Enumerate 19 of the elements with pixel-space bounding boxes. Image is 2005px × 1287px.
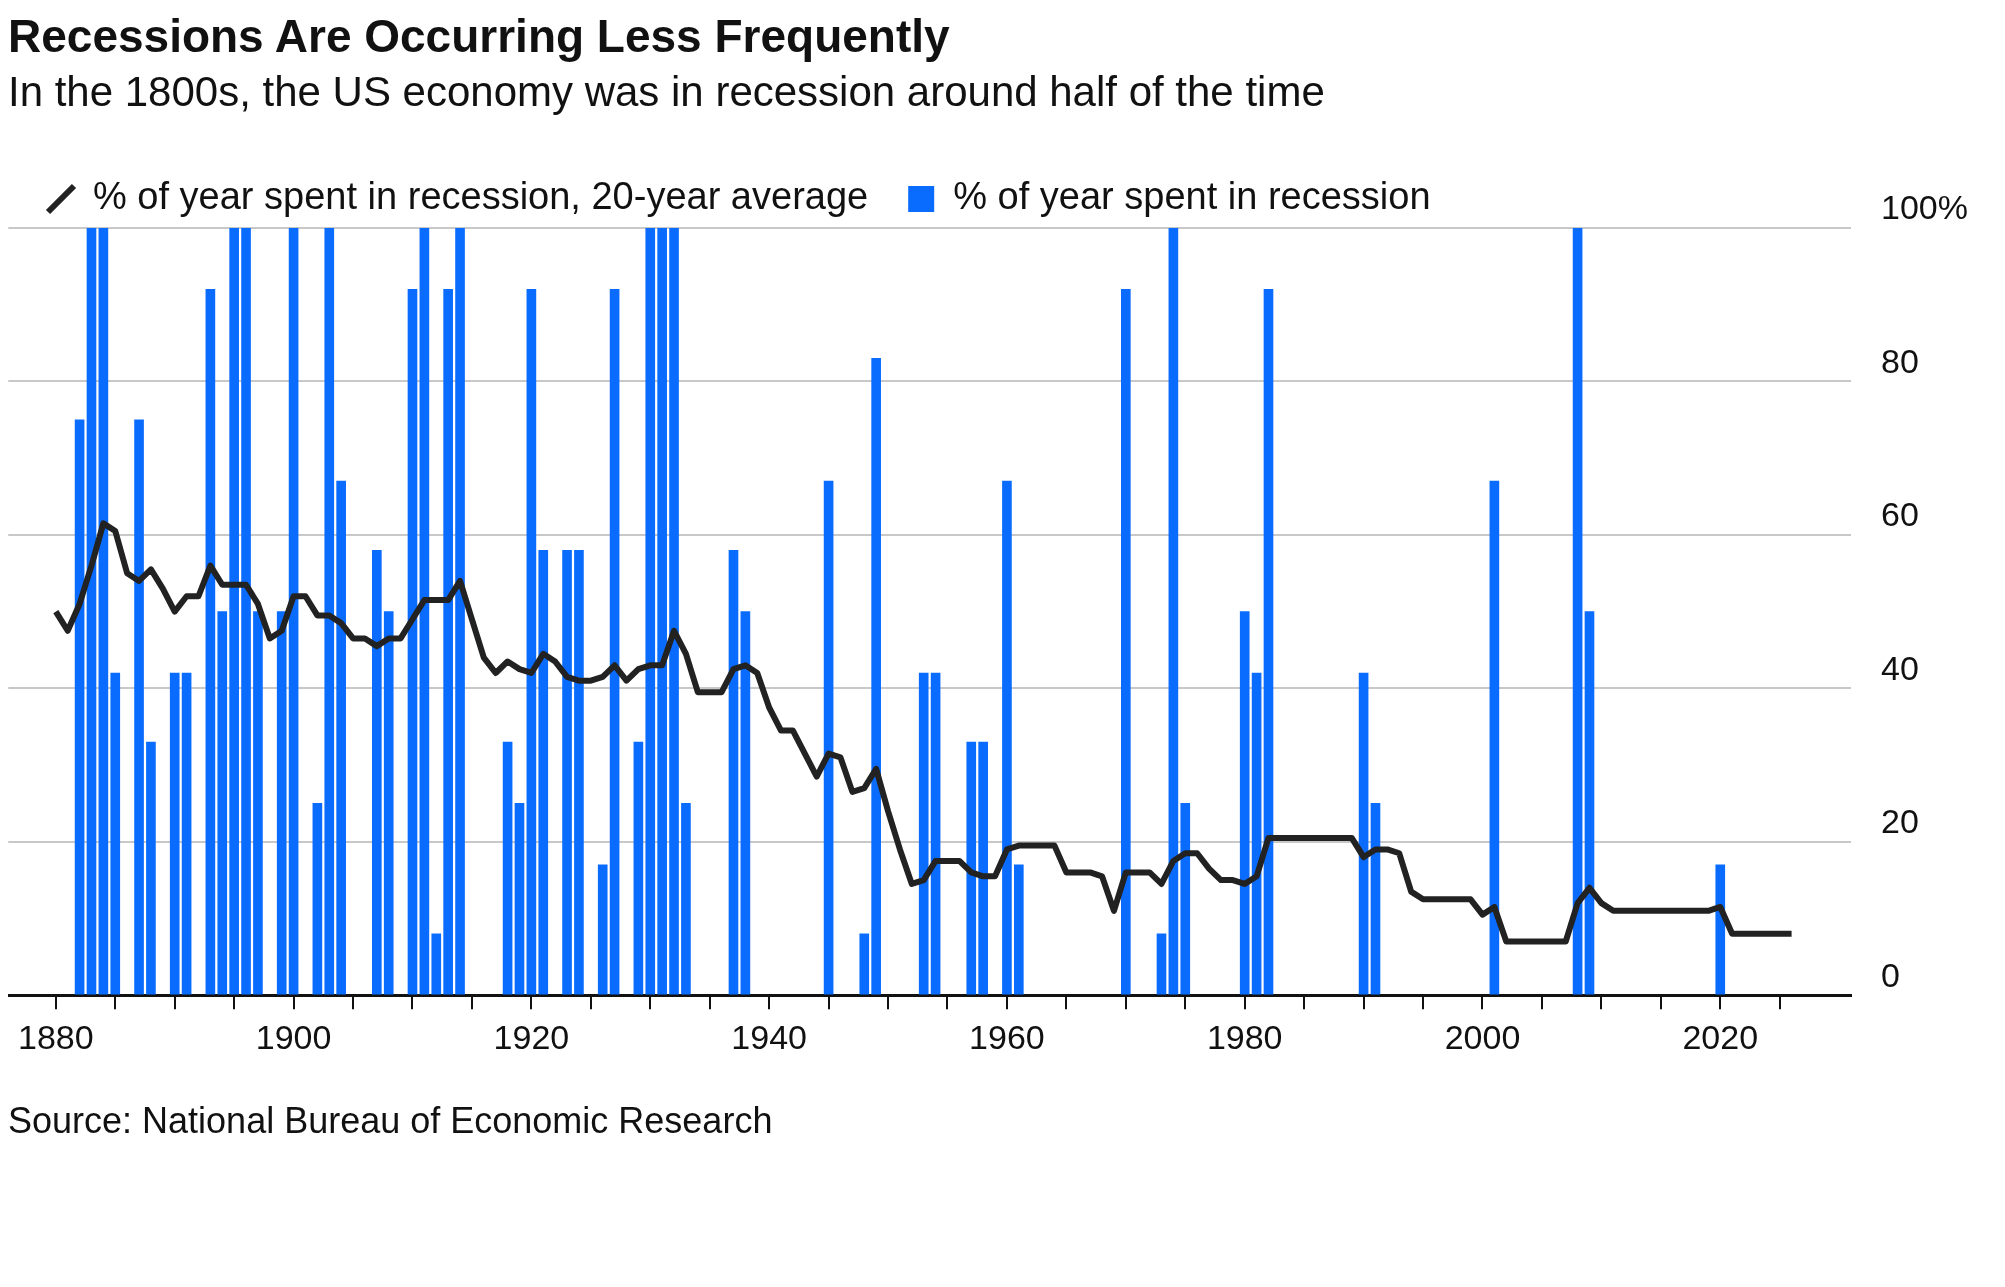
y-tick-label: 0 bbox=[1881, 955, 1900, 994]
y-tick-label: 100% bbox=[1881, 188, 1969, 227]
x-tick-label: 2020 bbox=[1682, 1017, 1759, 1056]
x-tick-label: 1920 bbox=[493, 1017, 570, 1056]
legend-label: % of year spent in recession, 20-year average bbox=[93, 175, 869, 218]
x-tick-label: 1880 bbox=[18, 1017, 94, 1056]
chart-title: Recessions Are Occurring Less Frequently bbox=[8, 9, 951, 64]
x-tick-label: 1960 bbox=[969, 1017, 1045, 1056]
y-tick-label: 40 bbox=[1881, 648, 1919, 687]
source-note: Source: National Bureau of Economic Research bbox=[8, 1100, 774, 1142]
x-tick-label: 1940 bbox=[731, 1017, 807, 1056]
chart-subtitle: In the 1800s, the US economy was in recession around half of the time bbox=[8, 67, 1326, 117]
y-tick-label: 20 bbox=[1881, 802, 1919, 841]
x-tick-label: 1900 bbox=[255, 1017, 332, 1056]
legend-label: % of year spent in recession bbox=[953, 175, 1431, 218]
x-tick-label: 2000 bbox=[1444, 1017, 1521, 1056]
y-tick-label: 60 bbox=[1881, 495, 1919, 534]
y-tick-label: 80 bbox=[1881, 341, 1919, 380]
x-tick-label: 1980 bbox=[1206, 1017, 1283, 1056]
